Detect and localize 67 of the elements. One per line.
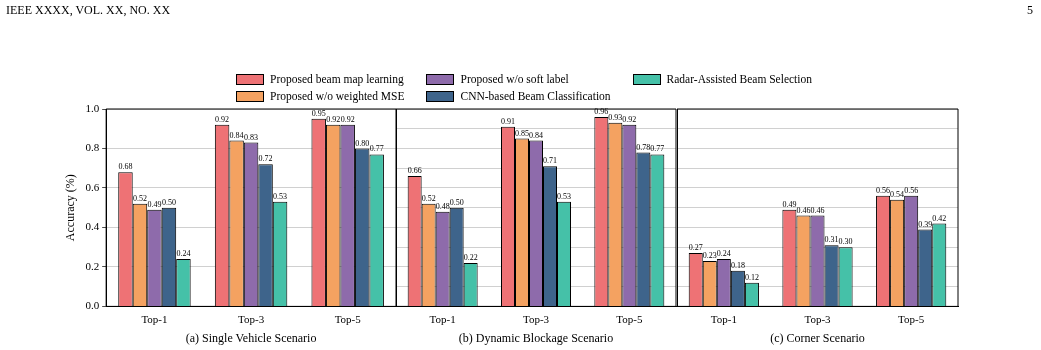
data-label: 0.68	[118, 162, 133, 172]
data-label: 0.31	[824, 235, 839, 245]
x-axis-title: (a) Single Vehicle Scenario	[185, 330, 317, 345]
y-tick-label: 0.4	[85, 220, 100, 233]
data-label: 0.54	[890, 189, 905, 199]
x-tick-label: Top-3	[238, 312, 265, 325]
x-tick-label: Top-5	[334, 312, 362, 325]
data-label: 0.85	[515, 128, 529, 138]
data-label: 0.84	[529, 130, 543, 140]
data-label: 0.91	[501, 116, 515, 126]
data-label: 0.77	[369, 144, 384, 154]
data-label: 0.52	[421, 193, 436, 203]
legend-label: Proposed w/o soft label	[460, 73, 569, 85]
data-label: 0.46	[810, 205, 825, 215]
data-label: 0.56	[904, 185, 919, 195]
data-label: 0.92	[326, 114, 341, 124]
data-label: 0.30	[838, 237, 853, 247]
x-tick-label: Top-5	[898, 312, 925, 325]
data-label: 0.92	[622, 114, 637, 124]
text: IEEE XXXX, VOL. XX, NO. XX	[6, 3, 171, 18]
x-tick-label: Top-5	[616, 312, 643, 325]
data-label: 0.72	[258, 154, 273, 164]
text: 5	[1027, 3, 1033, 18]
x-tick-label: Top-3	[522, 312, 550, 325]
data-label: 0.83	[244, 132, 259, 142]
data-label: 0.56	[876, 185, 891, 195]
data-label: 0.48	[435, 201, 450, 211]
x-tick-label: Top-1	[710, 312, 737, 325]
data-label: 0.42	[932, 213, 947, 223]
data-label: 0.24	[176, 249, 191, 259]
data-label: 0.39	[918, 219, 933, 229]
data-label: 0.52	[132, 193, 147, 203]
y-tick-label: 0.6	[85, 180, 100, 193]
y-tick-label: 0.2	[85, 259, 100, 272]
data-label: 0.49	[147, 199, 162, 209]
data-label: 0.71	[543, 156, 557, 166]
data-label: 0.53	[273, 191, 288, 201]
data-label: 0.23	[702, 251, 717, 261]
x-tick-label: Top-1	[429, 312, 456, 325]
data-label: 0.50	[161, 197, 176, 207]
data-label: 0.49	[782, 199, 797, 209]
data-label: 0.53	[557, 191, 571, 201]
y-tick-label: 0.0	[85, 299, 100, 312]
y-tick-label: 1.0	[85, 101, 100, 114]
data-label: 0.92	[340, 114, 355, 124]
y-tick-label: 0.8	[85, 141, 100, 154]
data-label: 0.22	[463, 253, 478, 263]
data-label: 0.27	[688, 243, 703, 253]
data-label: 0.84	[229, 130, 244, 140]
y-axis-title: Accuracy (%)	[63, 174, 78, 242]
x-axis-title: (c) Corner Scenario	[770, 330, 865, 345]
x-axis-title: (b) Dynamic Blockage Scenario	[458, 330, 614, 345]
legend-label: CNN-based Beam Classification	[460, 90, 611, 102]
data-label: 0.18	[730, 260, 745, 270]
data-label: 0.92	[215, 114, 230, 124]
data-label: 0.46	[796, 205, 811, 215]
data-label: 0.50	[449, 197, 464, 207]
legend-label: Proposed w/o weighted MSE	[270, 90, 405, 102]
data-label: 0.95	[311, 108, 326, 118]
data-label: 0.77	[650, 144, 665, 154]
data-label: 0.66	[407, 166, 422, 176]
legend-label: Radar-Assisted Beam Selection	[666, 73, 812, 85]
x-tick-label: Top-3	[804, 312, 832, 325]
data-label: 0.12	[744, 272, 759, 282]
x-tick-label: Top-1	[141, 312, 168, 325]
legend-label: Proposed beam map learning	[270, 73, 404, 85]
data-label: 0.80	[355, 138, 370, 148]
